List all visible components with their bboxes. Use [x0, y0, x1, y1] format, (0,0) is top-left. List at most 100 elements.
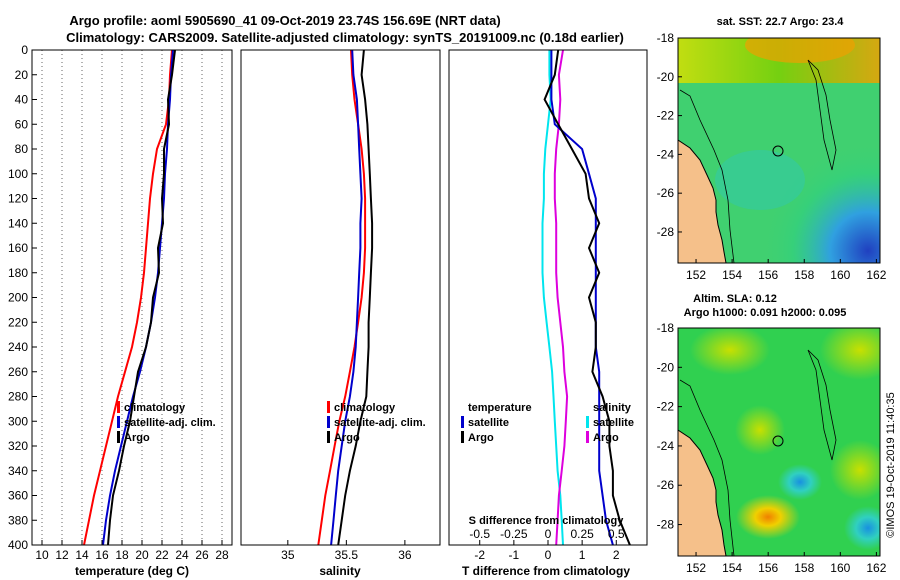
sst-map-frame	[677, 37, 881, 264]
legend-swatch-argo	[327, 431, 330, 443]
temperature-satellite-adj-clim-line	[102, 49, 174, 546]
depth-tick-label-160: 160	[8, 241, 28, 255]
temperature-panel: 0 20 40 60 80 100 120 140 160 180 200 220 240 260 280 3…	[8, 43, 233, 578]
temperature-grid	[41, 50, 223, 545]
depth-tick-label-140: 140	[8, 216, 28, 230]
temperature-tick-label-22: 22	[155, 548, 169, 562]
depth-tick-label-320: 320	[8, 439, 28, 453]
sla-land	[678, 430, 726, 556]
temperature-tick-label-20: 20	[135, 548, 149, 562]
legend-swatch-argo	[117, 431, 120, 443]
temperature-xlabel: temperature (deg C)	[75, 564, 189, 578]
salinity-axis: 35 35.5 36	[281, 540, 412, 562]
salinity-frame	[240, 49, 441, 546]
s-difference-tick-label-0: 0	[545, 527, 552, 541]
sla-coastline	[678, 429, 727, 556]
legend-title-salinity: salinity	[593, 402, 632, 414]
temperature-tick-label-12: 12	[55, 548, 69, 562]
legend-label-climatology: climatology	[334, 402, 396, 414]
sst-lon-label-162: 162	[866, 268, 886, 282]
sla-argo-location	[772, 435, 784, 447]
t-difference-tick-label-1: 1	[579, 548, 586, 562]
temperature-legend: climatology satellite-adj. clim. Argo	[117, 401, 216, 444]
t-difference-xlabel: T difference from climatology	[462, 564, 630, 578]
legend-swatch-satellite	[327, 416, 330, 428]
sla-lime-patch-3	[735, 405, 785, 455]
sla-lime-patch-2	[820, 328, 880, 380]
sla-lon-label-154: 154	[722, 561, 742, 575]
salinity-profiles	[317, 49, 374, 546]
sla-high-anomaly	[736, 495, 800, 539]
t-difference-tick-label-0: 0	[545, 548, 552, 562]
legend-label-satellite: satellite-adj. clim.	[334, 417, 426, 429]
depth-tick-label-260: 260	[8, 365, 28, 379]
temperature-tick-label-10: 10	[35, 548, 49, 562]
t-difference-tick-label-2: -2	[474, 548, 485, 562]
sla-lat-label-20: -20	[657, 360, 675, 374]
sst-lat-label-28: -28	[657, 225, 675, 239]
temperature-tick-label-14: 14	[75, 548, 89, 562]
sst-land	[678, 140, 726, 263]
depth-tick-label-280: 280	[8, 390, 28, 404]
temperature-tick-label-28: 28	[215, 548, 229, 562]
depth-tick-label-20: 20	[15, 68, 29, 82]
title-line-2: Climatology: CARS2009. Satellite-adjuste…	[66, 30, 624, 45]
sla-lat-label-28: -28	[657, 518, 675, 532]
legend-swatch-satellite	[117, 416, 120, 428]
sla-lat-label-22: -22	[657, 400, 675, 414]
depth-tick-label-180: 180	[8, 266, 28, 280]
sst-lon-label-158: 158	[794, 268, 814, 282]
s-difference-tick-label-0-25: 0.25	[570, 527, 594, 541]
sla-map-frame	[677, 327, 881, 557]
difference-profiles	[541, 49, 631, 546]
depth-tick-label-220: 220	[8, 315, 28, 329]
s-difference-label: S difference from climatology	[469, 515, 625, 527]
legend-swatch-s-satellite	[586, 416, 589, 428]
sla-lon-label-152: 152	[686, 561, 706, 575]
salinity-difference-satellite-line	[541, 50, 564, 546]
depth-tick-label-380: 380	[8, 513, 28, 527]
sst-lat-label-18: -18	[657, 31, 675, 45]
sst-warm-patch	[745, 38, 855, 63]
sst-lat-label-22: -22	[657, 109, 675, 123]
legend-swatch-s-argo	[586, 431, 589, 443]
depth-tick-label-240: 240	[8, 340, 28, 354]
legend-swatch-t-argo	[461, 431, 464, 443]
legend-label-argo: Argo	[334, 432, 360, 444]
sla-lat-label-24: -24	[657, 439, 675, 453]
sst-map: sat. SST: 22.7 Argo: 23.4 152 154 156 158 16…	[657, 16, 887, 282]
t-difference-tick-label-2: 2	[613, 548, 620, 562]
legend-label-t-satellite: satellite	[468, 417, 509, 429]
legend-label-s-argo: Argo	[593, 432, 619, 444]
depth-tick-label-200: 200	[8, 291, 28, 305]
temperature-axis: 10 12 14 16 18 20 22 24 26 28	[35, 540, 229, 562]
sla-lat-label-18: -18	[657, 321, 675, 335]
sla-lime-patch-4	[830, 440, 880, 500]
sla-field	[678, 328, 880, 556]
depth-tick-label-360: 360	[8, 489, 28, 503]
sst-lon-label-152: 152	[686, 268, 706, 282]
t-difference-tick-label-1: -1	[509, 548, 520, 562]
legend-swatch-t-satellite	[461, 416, 464, 428]
legend-title-temperature: temperature	[468, 402, 532, 414]
s-difference-tick-label-0-5: -0.5	[469, 527, 490, 541]
sla-map-subtitle: Argo h1000: 0.091 h2000: 0.095	[684, 307, 847, 319]
title-line-1: Argo profile: aoml 5905690_41 09-Oct-201…	[69, 13, 500, 28]
difference-panel: -2 -1 0 1 2 -0.5 -0.25 0 0.25 0.5 S difference fr…	[448, 49, 648, 578]
depth-tick-label-300: 300	[8, 414, 28, 428]
temperature-profiles	[83, 49, 176, 546]
sla-map: Altim. SLA: 0.12 Argo h1000: 0.091 h2000…	[657, 293, 887, 575]
sla-map-axes: 152 154 156 158 160 162 -18 -20 -22 -24 -26 -28	[657, 321, 887, 575]
sla-lon-label-162: 162	[866, 561, 886, 575]
depth-tick-label-0: 0	[21, 43, 28, 57]
legend-label-argo: Argo	[124, 432, 150, 444]
sla-low-anomaly-2	[844, 506, 880, 550]
sla-lat-label-26: -26	[657, 478, 675, 492]
salinity-tick-label-35: 35	[281, 548, 295, 562]
temperature-climatology-line	[83, 49, 173, 546]
legend-label-s-satellite: satellite	[593, 417, 634, 429]
sst-lon-label-156: 156	[758, 268, 778, 282]
depth-tick-label-340: 340	[8, 464, 28, 478]
sst-lat-label-24: -24	[657, 147, 675, 161]
